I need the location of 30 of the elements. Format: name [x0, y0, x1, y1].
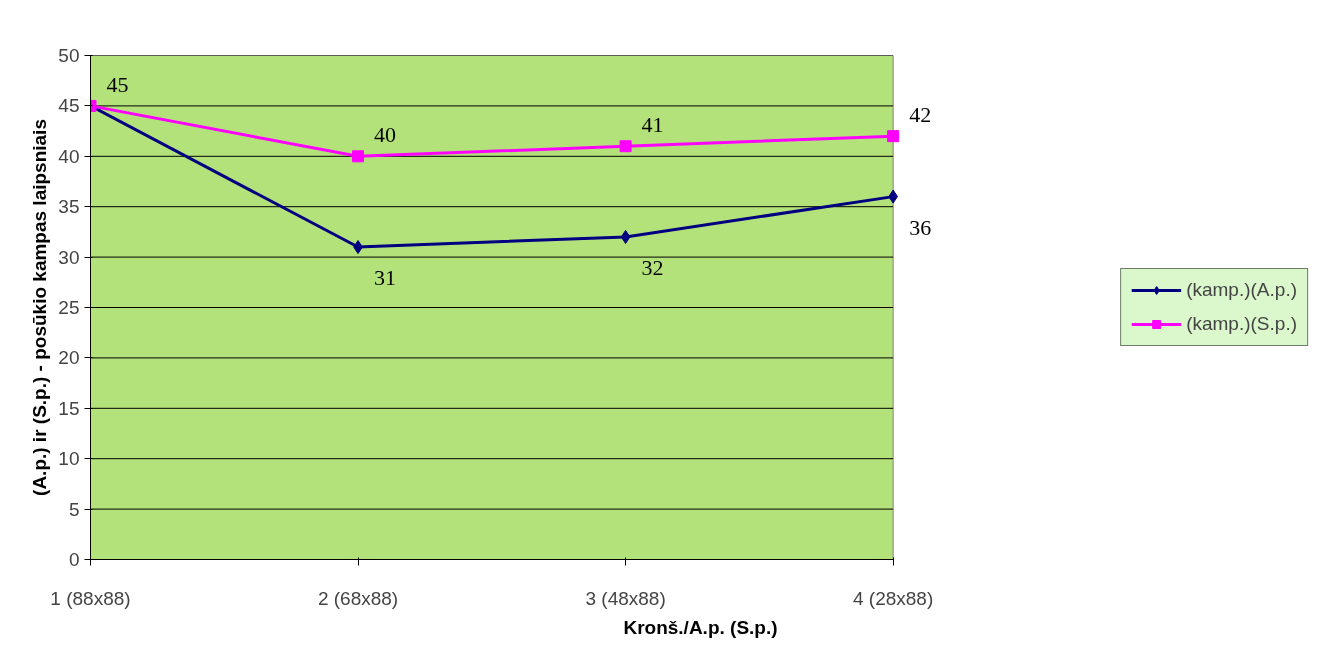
y-tick-label: 15	[58, 397, 80, 419]
x-tick-label: 3 (48x88)	[585, 587, 666, 609]
data-label: 45	[106, 71, 129, 97]
data-label: 42	[909, 102, 932, 128]
data-label: 32	[641, 254, 664, 280]
legend-label: (kamp.)(A.p.)	[1186, 279, 1297, 301]
x-tick-label: 1 (88x88)	[50, 587, 131, 609]
x-tick-label: 4 (28x88)	[853, 587, 934, 609]
y-tick-label: 45	[58, 95, 80, 117]
point	[352, 150, 365, 163]
y-axis-title: (A.p.) ir (S.p.) - posūkio kampas laipsniais	[29, 119, 51, 496]
point	[619, 140, 632, 153]
data-label: 40	[374, 122, 397, 148]
point	[887, 130, 900, 143]
x-tick-label: 2 (68x88)	[317, 587, 399, 609]
y-tick-label: 40	[58, 145, 80, 167]
y-tick-label: 20	[58, 347, 80, 369]
y-tick-label: 25	[58, 297, 80, 318]
data-label: 36	[909, 214, 932, 240]
y-tick-label: 10	[58, 448, 80, 470]
data-label: 31	[374, 265, 397, 291]
y-tick-label: 30	[58, 246, 80, 268]
y-tick-label: 0	[68, 549, 80, 570]
y-tick-label: 35	[58, 196, 80, 218]
y-tick-label: 5	[68, 498, 80, 520]
y-tick-label: 50	[58, 45, 80, 66]
data-label: 41	[641, 112, 664, 138]
legend-label: (kamp.)(S.p.)	[1186, 313, 1297, 335]
x-axis-title: Kronš./A.p. (S.p.)	[623, 616, 778, 638]
point	[620, 229, 631, 244]
